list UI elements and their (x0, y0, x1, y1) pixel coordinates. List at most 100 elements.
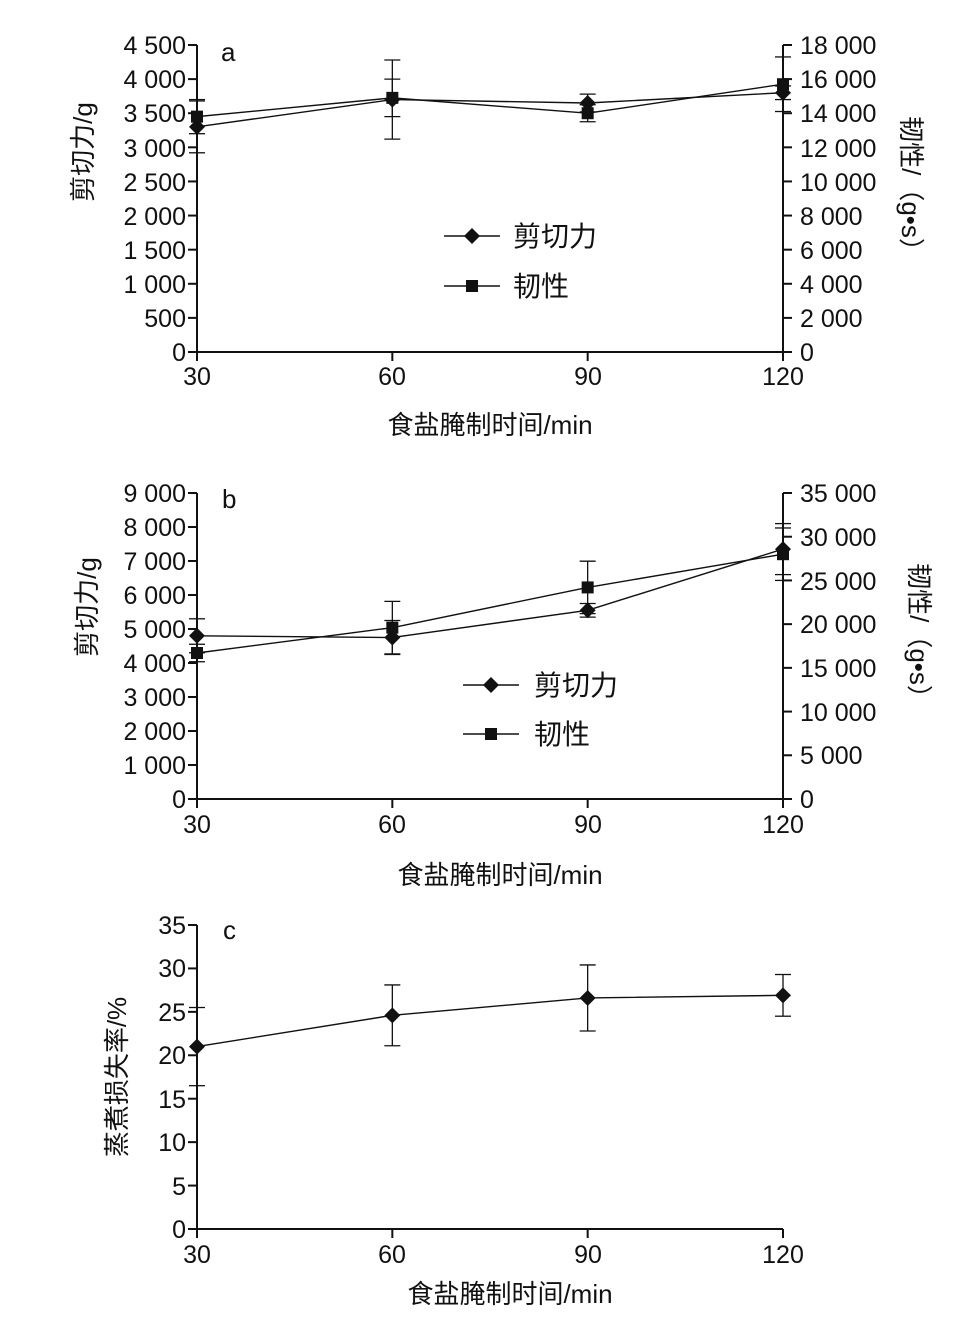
panel-b-left-tick-label: 9 000 (123, 480, 186, 508)
panel-b-left-tick-label: 5 000 (123, 616, 186, 644)
panel-a-right-tick-label: 0 (800, 339, 814, 367)
panel-c-plot-area (189, 964, 791, 1087)
panel-a-left-tick-label: 3 500 (123, 100, 186, 128)
panel-b-left-tick-label: 0 (172, 786, 186, 814)
panel-b-legend-label-toughness: 韧性 (534, 719, 590, 750)
panel-b-right-tick-label: 0 (800, 786, 814, 814)
panel-a-left-tick-label: 4 000 (123, 66, 186, 94)
panel-b-left-tick-label: 1 000 (123, 752, 186, 780)
panel-b-right-tick-label: 5 000 (800, 742, 863, 770)
panel-a-plot-area (189, 56, 791, 154)
panel-b-right-tick-label: 30 000 (800, 524, 876, 552)
panel-c-left-tick-label: 25 (158, 999, 186, 1027)
data-point-diamond (579, 94, 596, 111)
panel-b-right-tick-label: 35 000 (800, 480, 876, 508)
panel-b-x-axis-title: 食盐腌制时间/min (397, 860, 602, 890)
panel-a-series-toughness-line (196, 83, 784, 118)
panel-a-right-tick-label: 2 000 (800, 305, 863, 333)
panel-b-series-shear-line (196, 548, 784, 639)
panel-b-left-axis-title: 剪切力/g (72, 557, 102, 657)
panel-a-legend-label-shear: 剪切力 (513, 221, 597, 252)
panel-b-left-tick-label: 7 000 (123, 548, 186, 576)
panel-b-right-ticks: 0 5 000 10 000 15 000 20 000 25 000 30 0… (800, 480, 876, 814)
panel-b-x-tick-label: 120 (762, 811, 804, 839)
panel-a-left-tick-label: 500 (144, 305, 186, 333)
panel-c-x-tick-label: 60 (378, 1241, 406, 1269)
panel-b-series-shear (189, 522, 791, 656)
panel-b-plot-area (189, 522, 791, 663)
panel-b-series-toughness (189, 527, 791, 663)
panel-b-series-toughness-line (196, 553, 784, 654)
panel-a-right-tick-label: 16 000 (800, 66, 876, 94)
panel-a-series-toughness (189, 56, 791, 135)
panel-a-right-tick-label: 8 000 (800, 203, 863, 231)
panel-c-letter: c (223, 915, 236, 945)
panel-c-x-axis-title: 食盐腌制时间/min (407, 1279, 612, 1309)
panel-c-left-tick-label: 20 (158, 1042, 186, 1070)
panel-c-left-tick-label: 5 (172, 1173, 186, 1201)
chart-panel-b: b 0 1 000 2 000 3 000 4 000 5 000 6 000 … (72, 480, 934, 890)
chart-panel-a: a 0 500 1 000 1 500 2 000 2 500 3 000 3 … (68, 32, 926, 440)
panel-a-x-tick-label: 30 (183, 363, 211, 391)
panel-b-right-tick-label: 10 000 (800, 699, 876, 727)
panel-a-x-tick-label: 120 (762, 363, 804, 391)
panel-b-letter: b (222, 484, 236, 514)
panel-a-right-tick-label: 4 000 (800, 271, 863, 299)
panel-a-right-tick-label: 14 000 (800, 100, 876, 128)
panel-a-left-tick-label: 1 000 (123, 271, 186, 299)
panel-a-series-shear-line (196, 92, 784, 128)
panel-a-right-tick-label: 10 000 (800, 169, 876, 197)
panel-c-series-cooking-loss-line (196, 994, 784, 1048)
panel-c-series-cooking-loss (189, 964, 791, 1087)
panel-a-legend-diamond-marker (464, 228, 480, 244)
panel-b-legend-square-marker (485, 728, 497, 740)
panel-a-x-ticks: 30 60 90 120 (183, 363, 804, 391)
panel-a-left-ticks: 0 500 1 000 1 500 2 000 2 500 3 000 3 50… (123, 32, 186, 367)
panel-b-left-tick-label: 6 000 (123, 582, 186, 610)
panel-b-x-tick-label: 90 (574, 811, 602, 839)
panel-a-right-axis-title: 韧性/（g•s） (896, 116, 926, 264)
data-point-square (777, 548, 789, 561)
panel-b-legend: 剪切力 韧性 (463, 670, 618, 750)
panel-a-left-axis-title: 剪切力/g (68, 102, 98, 202)
data-point-square (386, 621, 399, 634)
panel-b-right-axis-title: 韧性/（g•s） (904, 563, 934, 711)
panel-a-x-tick-label: 90 (574, 363, 602, 391)
panel-a-right-tick-label: 12 000 (800, 135, 876, 163)
panel-a-left-tick-label: 2 500 (123, 169, 186, 197)
chart-panel-c: c 0 5 10 15 20 25 30 35 30 60 90 120 食盐腌… (102, 912, 804, 1309)
panel-a-left-tick-label: 2 000 (123, 203, 186, 231)
panel-c-x-ticks: 30 60 90 120 (183, 1241, 804, 1269)
panel-a-letter: a (221, 37, 236, 67)
panel-b-left-tick-label: 4 000 (123, 650, 186, 678)
panel-b-left-ticks: 0 1 000 2 000 3 000 4 000 5 000 6 000 7 … (123, 480, 186, 814)
panel-b-left-tick-label: 3 000 (123, 684, 186, 712)
panel-a-x-axis-title: 食盐腌制时间/min (387, 410, 592, 440)
data-point-diamond (775, 987, 791, 1004)
panel-c-left-tick-label: 35 (158, 912, 186, 940)
data-point-diamond (189, 627, 205, 644)
panel-a-legend-label-toughness: 韧性 (513, 271, 569, 302)
panel-b-left-tick-label: 8 000 (123, 514, 186, 542)
panel-b-legend-label-shear: 剪切力 (534, 670, 618, 701)
panel-a-right-tick-label: 6 000 (800, 237, 863, 265)
panel-c-left-tick-label: 15 (158, 1086, 186, 1114)
panel-b-legend-diamond-marker (483, 677, 499, 693)
panel-b-right-tick-label: 20 000 (800, 611, 876, 639)
panel-a-right-tick-label: 18 000 (800, 32, 876, 60)
panel-a-x-tick-label: 60 (378, 363, 406, 391)
panel-a-left-tick-label: 1 500 (123, 237, 186, 265)
panel-b-left-tick-label: 2 000 (123, 718, 186, 746)
data-point-diamond (384, 1007, 401, 1024)
panel-a-left-tick-label: 0 (172, 339, 186, 367)
panel-a-left-tick-label: 4 500 (123, 32, 186, 60)
panel-a-legend: 剪切力 韧性 (444, 221, 597, 302)
panel-c-left-tick-label: 10 (158, 1129, 186, 1157)
data-point-diamond (579, 989, 596, 1006)
panel-c-left-ticks: 0 5 10 15 20 25 30 35 (158, 912, 186, 1244)
data-point-square (191, 646, 203, 659)
panel-a-legend-square-marker (466, 280, 478, 292)
data-point-square (386, 91, 399, 104)
panel-c-left-tick-label: 30 (158, 955, 186, 983)
